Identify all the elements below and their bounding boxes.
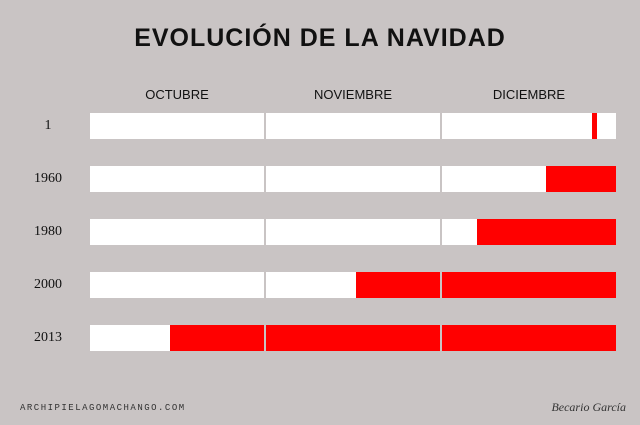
author-signature: Becario García [551,400,626,414]
christmas-fill-bar [170,325,264,351]
row-label: 1 [44,118,52,133]
month-segment-october [90,219,264,245]
month-segment-october [90,113,264,139]
row-label: 1980 [34,224,62,239]
christmas-fill-bar [442,325,616,351]
row-label: 2013 [34,330,62,345]
month-segment-december [442,325,616,351]
month-label-october: OCTUBRE [145,87,209,102]
month-segment-december [442,166,616,192]
christmas-fill-bar [266,325,440,351]
month-segment-december [442,219,616,245]
month-segment-december [442,272,616,298]
month-segment-december [442,113,616,139]
christmas-fill-bar [546,166,616,192]
month-segment-october [90,325,264,351]
month-label-december: DICIEMBRE [492,87,566,102]
month-segment-november [266,166,440,192]
site-credit: ARCHIPIELAGOMACHANGO.COM [20,403,186,413]
christmas-fill-bar [476,219,616,245]
row-label: 2000 [34,277,62,292]
christmas-fill-bar [356,272,440,298]
month-label-november: NOVIEMBRE [313,87,392,102]
month-segment-november [266,325,440,351]
row-label: 1960 [34,171,62,186]
month-segment-october [90,272,264,298]
month-segment-november [266,113,440,139]
month-segment-october [90,166,264,192]
chart-title: EVOLUCIÓN DE LA NAVIDAD [134,24,506,52]
month-segment-november [266,272,440,298]
month-segment-november [266,219,440,245]
christmas-fill-bar [591,113,597,139]
christmas-fill-bar [442,272,616,298]
